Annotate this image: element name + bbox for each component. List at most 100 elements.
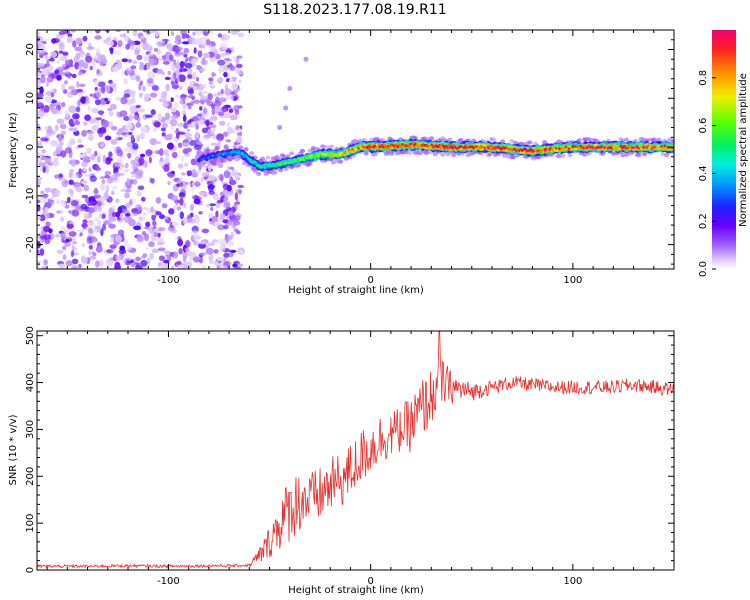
noise-speckle	[52, 142, 59, 147]
noise-speckle	[43, 259, 48, 265]
noise-speckle	[162, 96, 167, 102]
noise-speckle	[105, 184, 110, 193]
noise-speckle	[138, 64, 145, 71]
noise-speckle	[101, 179, 106, 184]
noise-speckle	[119, 245, 126, 251]
ridge-cell	[613, 144, 616, 148]
noise-speckle	[202, 30, 208, 35]
ridge-cell	[430, 143, 434, 147]
noise-speckle	[210, 207, 214, 211]
noise-speckle	[56, 101, 62, 106]
noise-speckle	[208, 77, 214, 82]
noise-speckle	[211, 71, 215, 78]
noise-speckle	[79, 153, 85, 159]
noise-speckle	[203, 84, 207, 89]
noise-speckle	[215, 210, 219, 218]
noise-speckle	[185, 240, 190, 248]
ridge-halo	[620, 153, 626, 158]
noise-speckle	[202, 90, 209, 95]
noise-speckle	[95, 246, 103, 253]
noise-speckle	[232, 56, 237, 60]
noise-speckle	[183, 122, 189, 129]
noise-speckle	[74, 205, 83, 211]
noise-speckle	[142, 30, 147, 33]
noise-speckle	[238, 189, 243, 195]
noise-speckle	[108, 110, 114, 117]
noise-speckle	[164, 76, 171, 81]
ridge-cell	[516, 147, 519, 150]
noise-speckle	[64, 147, 72, 154]
noise-speckle	[111, 125, 118, 131]
noise-speckle	[203, 134, 212, 139]
x-tick-label: 0	[367, 275, 373, 286]
noise-speckle	[166, 142, 174, 150]
noise-speckle	[222, 219, 229, 224]
noise-speckle	[123, 78, 129, 85]
noise-speckle	[177, 264, 184, 269]
noise-speckle	[123, 215, 130, 223]
noise-speckle	[178, 85, 183, 91]
noise-speckle	[219, 120, 226, 126]
noise-speckle	[228, 79, 234, 83]
noise-speckle	[164, 157, 170, 164]
colorbar-tick-label: 0.0	[698, 261, 709, 277]
noise-speckle	[98, 196, 105, 203]
noise-speckle	[207, 93, 213, 101]
noise-speckle	[184, 62, 193, 69]
noise-speckle	[133, 225, 142, 231]
noise-speckle	[47, 64, 54, 71]
noise-speckle	[61, 124, 67, 130]
noise-speckle	[91, 237, 98, 243]
ridge-cell	[349, 149, 353, 153]
noise-speckle	[171, 221, 180, 227]
noise-speckle	[96, 68, 100, 74]
noise-speckle	[73, 183, 82, 191]
noise-speckle	[170, 80, 175, 86]
noise-speckle	[209, 124, 217, 129]
noise-speckle	[228, 179, 237, 186]
ridge-halo	[389, 151, 395, 156]
ridge-cell	[622, 144, 626, 148]
noise-speckle	[172, 206, 178, 210]
noise-speckle	[176, 183, 181, 187]
noise-speckle	[94, 217, 100, 222]
colorbar-tick-label: 0.4	[698, 165, 709, 181]
noise-speckle	[180, 30, 187, 36]
noise-speckle	[157, 227, 166, 232]
noise-speckle	[187, 120, 192, 125]
noise-speckle	[165, 151, 170, 158]
noise-speckle	[89, 219, 93, 227]
noise-speckle	[128, 41, 136, 45]
noise-speckle	[145, 114, 153, 118]
noise-speckle	[143, 55, 150, 62]
noise-speckle	[182, 114, 187, 122]
noise-speckle	[123, 238, 129, 247]
noise-speckle	[100, 86, 106, 94]
noise-speckle	[130, 262, 137, 268]
y-tick-label: 200	[25, 467, 36, 486]
ridge-halo	[594, 139, 600, 144]
ridge-cell	[514, 148, 518, 152]
noise-speckle	[63, 80, 69, 85]
noise-speckle	[49, 103, 55, 111]
noise-speckle	[46, 130, 54, 136]
noise-speckle	[44, 126, 49, 130]
noise-speckle	[106, 85, 111, 93]
noise-speckle	[116, 131, 122, 136]
noise-speckle	[72, 241, 78, 245]
noise-speckle	[70, 30, 76, 33]
ridge-cell	[626, 146, 629, 150]
noise-speckle	[232, 220, 241, 226]
noise-speckle	[201, 228, 210, 234]
noise-speckle	[175, 46, 183, 52]
noise-speckle	[113, 49, 122, 56]
noise-speckle	[115, 256, 122, 262]
noise-speckle	[219, 213, 226, 220]
noise-speckle	[214, 260, 219, 266]
noise-speckle	[223, 203, 230, 209]
noise-speckle	[94, 30, 101, 34]
noise-speckle	[41, 69, 48, 76]
ridge-halo	[307, 161, 313, 166]
noise-speckle	[75, 37, 83, 45]
ridge-cell	[585, 146, 589, 150]
